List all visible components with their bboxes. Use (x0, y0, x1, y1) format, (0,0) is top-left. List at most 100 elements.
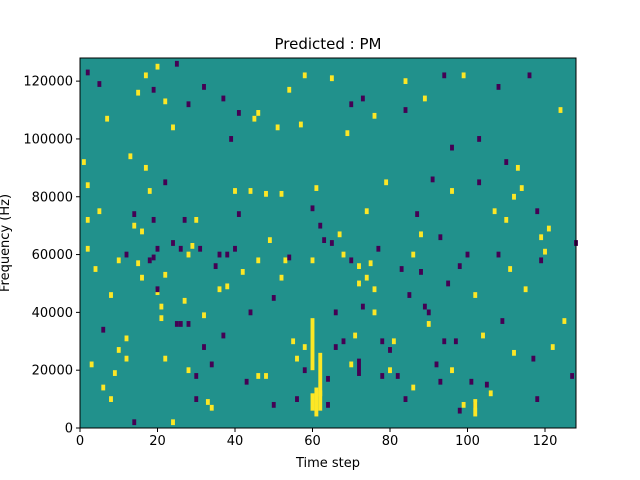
heatmap-cell (140, 274, 144, 281)
heatmap-cell (194, 216, 199, 223)
heatmap-cell (329, 240, 334, 246)
heatmap-cell (194, 396, 199, 402)
heatmap-cell (504, 216, 509, 223)
heatmap-cell (457, 263, 462, 270)
heatmap-cell (264, 373, 268, 379)
heatmap-cell (422, 303, 427, 310)
heatmap-cell (450, 144, 454, 151)
heatmap-cell (558, 107, 563, 113)
y-tick-label: 20000 (32, 364, 73, 379)
heatmap-cell (395, 373, 400, 379)
chart-title: Predicted : PM (275, 35, 382, 53)
heatmap-cell (477, 136, 482, 142)
heatmap-cell (461, 401, 466, 408)
heatmap-cell (174, 321, 179, 327)
heatmap-cell (453, 338, 458, 345)
heatmap-cell (357, 263, 361, 270)
heatmap-cell (484, 381, 489, 388)
heatmap-cell (236, 211, 241, 217)
heatmap-cell (310, 205, 315, 212)
heatmap-stripe (473, 399, 478, 417)
heatmap-cell (105, 115, 110, 122)
heatmap-cell (411, 384, 416, 391)
heatmap-cell (302, 367, 307, 374)
heatmap-cell (101, 384, 106, 391)
heatmap-cell (171, 240, 175, 246)
heatmap-cell (419, 269, 423, 275)
heatmap-cell (182, 297, 187, 304)
heatmap-cell (128, 153, 133, 160)
heatmap-cell (178, 245, 183, 252)
heatmap-cell (376, 245, 381, 252)
heatmap-cell (380, 373, 385, 379)
heatmap-cell (159, 315, 164, 322)
heatmap-cell (209, 404, 214, 411)
heatmap-cell (256, 110, 261, 116)
x-axis: 0 20 40 60 80 100 120 (76, 428, 558, 449)
heatmap-cell (132, 222, 137, 229)
heatmap-cell (147, 257, 152, 264)
heatmap-cell (403, 107, 408, 113)
heatmap-cell (279, 274, 284, 281)
heatmap-cell (171, 419, 175, 426)
heatmap-cell (295, 396, 299, 402)
heatmap-cell (248, 309, 253, 316)
heatmap-cell (93, 266, 98, 272)
heatmap-cell (523, 286, 528, 293)
x-tick-label: 120 (533, 434, 558, 449)
plot-background (80, 58, 576, 428)
heatmap-cell (81, 159, 86, 165)
heatmap-cell (333, 309, 338, 316)
heatmap-cell (159, 303, 164, 310)
heatmap-cell (442, 338, 447, 345)
heatmap-cell (101, 326, 106, 333)
y-tick-label: 60000 (32, 248, 73, 263)
heatmap-cell (539, 234, 544, 241)
heatmap-cell (116, 257, 121, 264)
heatmap-cell (283, 257, 288, 264)
heatmap-cell (85, 216, 90, 223)
heatmap-cell (174, 60, 179, 67)
y-tick-label: 0 (65, 422, 73, 437)
heatmap-cell (89, 361, 94, 368)
heatmap-cell (349, 361, 354, 368)
heatmap-cell (419, 231, 423, 238)
heatmap-cell (291, 338, 296, 345)
heatmap-cell (543, 248, 547, 255)
heatmap-cell (512, 193, 516, 200)
heatmap-cell (527, 72, 532, 79)
heatmap-cell (368, 260, 373, 267)
heatmap-cell (422, 95, 427, 102)
heatmap-cell (155, 286, 160, 293)
heatmap-cell (442, 72, 447, 79)
heatmap-cell (109, 396, 113, 402)
heatmap-cell (85, 182, 90, 189)
heatmap-cell (97, 81, 102, 87)
heatmap-cell (337, 231, 342, 238)
heatmap-cell (225, 283, 230, 290)
heatmap-cell (221, 332, 226, 339)
heatmap-cell (182, 216, 187, 223)
heatmap-cell (116, 347, 121, 353)
heatmap-cell (539, 257, 544, 264)
heatmap-cell (190, 243, 195, 249)
heatmap-cell (403, 78, 408, 85)
heatmap-stripe (310, 393, 315, 411)
heatmap-cell (229, 136, 234, 142)
heatmap-cell (85, 245, 90, 252)
heatmap-cell (163, 179, 168, 186)
heatmap-cell (302, 72, 307, 79)
heatmap-cell (151, 254, 156, 261)
heatmap-cell (151, 216, 156, 223)
heatmap-cell (535, 208, 540, 215)
heatmap-cell (438, 234, 443, 241)
y-tick-label: 100000 (23, 132, 73, 147)
heatmap-cell (198, 245, 203, 252)
heatmap-cell (519, 185, 524, 191)
heatmap-cell (244, 378, 249, 385)
x-tick-label: 0 (76, 434, 84, 449)
heatmap-cell (209, 361, 214, 368)
heatmap-cell (178, 321, 183, 327)
cells-layer (81, 60, 578, 426)
plot-frame (79, 57, 577, 429)
